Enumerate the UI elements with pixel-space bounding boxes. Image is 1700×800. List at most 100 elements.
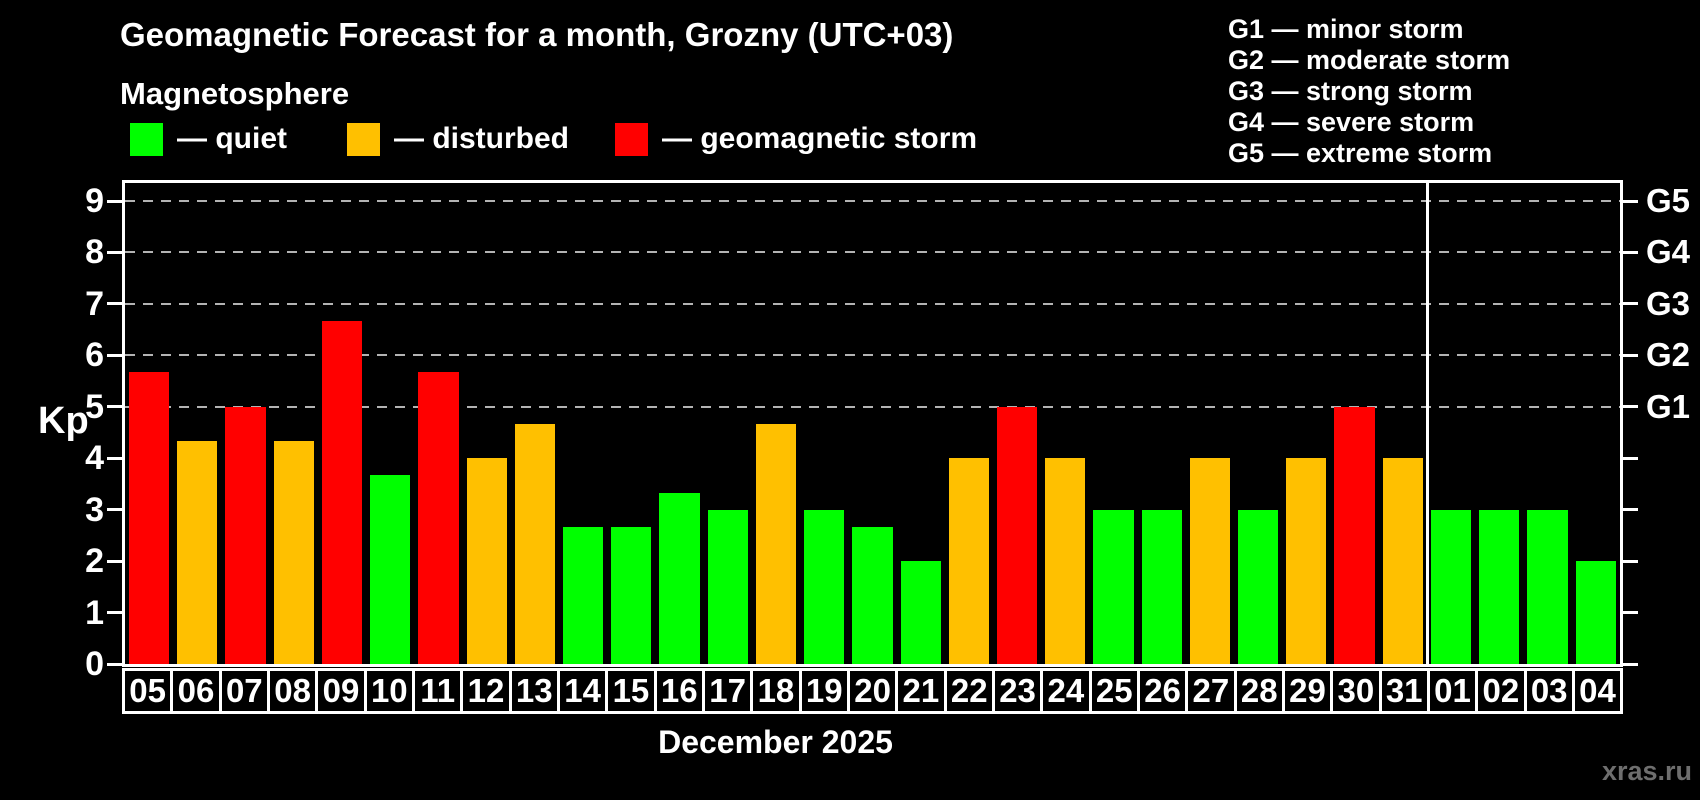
watermark: xras.ru — [1601, 756, 1692, 786]
y-tick-label-9: 9 — [85, 182, 104, 220]
right-tick-1 — [1623, 611, 1638, 615]
bar-day-16 — [659, 492, 700, 664]
bar-day-05 — [129, 372, 170, 664]
bar-day-20 — [852, 526, 893, 664]
g-legend-line-1: G1 — minor storm — [1228, 14, 1464, 44]
bar-column-28 — [1234, 183, 1282, 664]
left-tick-1 — [107, 611, 122, 615]
bar-column-20 — [848, 183, 896, 664]
bar-column-22 — [945, 183, 993, 664]
right-tick-2 — [1623, 559, 1638, 563]
y-tick-label-2: 2 — [85, 542, 104, 581]
date-cell-31: 31 — [1378, 668, 1430, 714]
bar-day-31 — [1382, 458, 1423, 664]
g-label-g4: G4 — [1646, 233, 1691, 271]
bar-day-07 — [225, 406, 266, 664]
right-tick-7 — [1623, 302, 1638, 306]
right-tick-0 — [1623, 662, 1638, 666]
right-tick-9 — [1623, 199, 1638, 203]
y-tick-label-5: 5 — [85, 387, 104, 426]
date-cell-02: 02 — [1475, 668, 1527, 714]
bar-column-11 — [414, 183, 462, 664]
bar-day-25 — [1093, 509, 1134, 664]
date-cell-27: 27 — [1185, 668, 1237, 714]
g-label-g3: G3 — [1646, 284, 1691, 322]
bar-column-06 — [173, 183, 221, 664]
bar-day-23 — [996, 406, 1038, 664]
bar-column-12 — [463, 183, 511, 664]
date-cell-17: 17 — [701, 668, 754, 714]
bar-column-25 — [1089, 183, 1137, 664]
bar-day-08 — [273, 441, 314, 664]
y-tick-label-4: 4 — [85, 439, 104, 478]
bar-column-01 — [1427, 183, 1475, 664]
bar-day-24 — [1045, 458, 1086, 664]
left-tick-7 — [107, 302, 122, 306]
date-cell-20: 20 — [846, 668, 899, 714]
right-tick-5 — [1623, 405, 1638, 409]
gridline-kp7 — [125, 302, 1620, 305]
left-tick-3 — [107, 508, 122, 512]
bar-day-04 — [1575, 561, 1616, 664]
bar-column-21 — [897, 183, 945, 664]
bar-day-27 — [1189, 458, 1231, 664]
bar-column-13 — [511, 183, 559, 664]
bar-column-09 — [318, 183, 366, 664]
gridline-kp9 — [125, 200, 1620, 202]
bar-day-18 — [755, 423, 797, 664]
bar-column-19 — [800, 183, 848, 664]
y-tick-label-1: 1 — [85, 593, 104, 632]
date-cell-21: 21 — [895, 668, 947, 714]
bar-day-26 — [1141, 509, 1182, 664]
date-cell-19: 19 — [798, 668, 850, 714]
legend-swatch-storm — [615, 122, 648, 156]
right-tick-8 — [1623, 250, 1638, 254]
date-cell-30: 30 — [1330, 668, 1382, 714]
left-tick-0 — [107, 662, 122, 666]
bar-day-29 — [1286, 458, 1327, 664]
right-tick-4 — [1623, 456, 1638, 460]
legend-swatch-quiet — [130, 122, 163, 156]
left-tick-5 — [107, 405, 122, 409]
g-label-g5: G5 — [1646, 182, 1691, 219]
g-label-g1: G1 — [1646, 387, 1691, 425]
date-cell-26: 26 — [1136, 668, 1189, 714]
month-separator-line — [1426, 183, 1430, 664]
date-axis: 05 06 07 08 09 10 11 12 13 14 15 16 17 18 19 20 21 22 23 24… — [122, 668, 1624, 714]
y-tick-label-7: 7 — [85, 284, 104, 323]
bar-column-17 — [704, 183, 752, 664]
bar-column-27 — [1186, 183, 1234, 664]
date-cell-10: 10 — [363, 668, 415, 714]
bar-column-04 — [1572, 183, 1620, 664]
left-tick-8 — [107, 250, 122, 254]
date-cell-14: 14 — [556, 668, 609, 714]
bar-day-02 — [1479, 509, 1520, 664]
date-cell-13: 13 — [508, 668, 560, 714]
left-tick-6 — [107, 353, 122, 357]
date-cell-05: 05 — [122, 668, 174, 714]
date-cell-07: 07 — [218, 668, 270, 714]
date-cell-08: 08 — [266, 668, 319, 714]
date-cell-15: 15 — [605, 668, 657, 714]
legend-item-storm: — geomagnetic storm — [615, 122, 977, 156]
bar-column-02 — [1475, 183, 1523, 664]
date-cell-16: 16 — [653, 668, 705, 714]
bar-day-21 — [900, 561, 941, 664]
date-cell-23: 23 — [991, 668, 1044, 714]
legend-label-storm: — geomagnetic storm — [662, 122, 978, 155]
g-legend-line-3: G3 — strong storm — [1228, 76, 1473, 106]
g-label-g2: G2 — [1646, 336, 1691, 374]
date-cell-04: 04 — [1571, 668, 1624, 714]
plot-inner — [125, 183, 1620, 664]
bar-column-26 — [1138, 183, 1186, 664]
bar-column-07 — [221, 183, 269, 664]
y-axis-label: Kp — [38, 400, 89, 442]
bar-column-03 — [1523, 183, 1571, 664]
bar-column-29 — [1282, 183, 1330, 664]
gridline-kp8 — [125, 251, 1620, 254]
left-tick-9 — [107, 199, 122, 203]
bar-day-15 — [611, 526, 652, 664]
date-cell-09: 09 — [315, 668, 367, 714]
bar-day-13 — [514, 423, 555, 664]
plot-area — [122, 180, 1623, 667]
